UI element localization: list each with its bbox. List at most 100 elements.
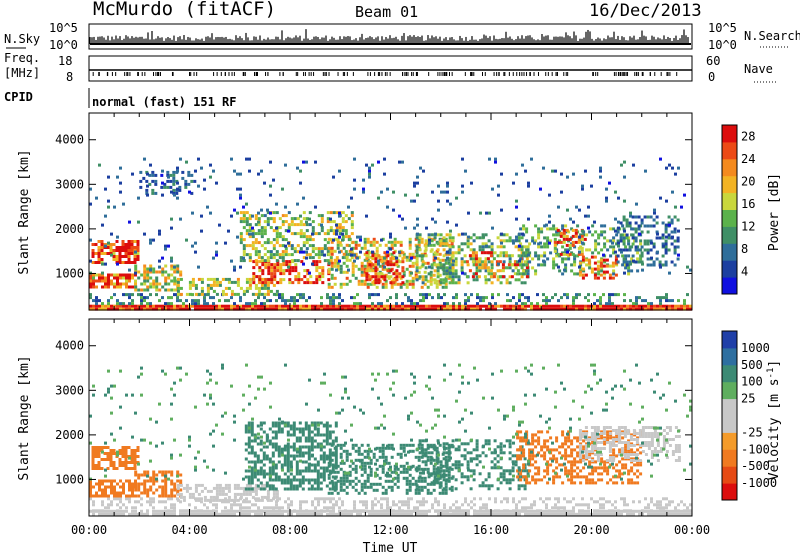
heatmap-cell	[404, 509, 407, 513]
heatmap-cell	[283, 448, 287, 452]
heatmap-cell	[395, 260, 399, 264]
heatmap-cell	[622, 248, 626, 252]
heatmap-cell	[257, 172, 260, 176]
heatmap-cell	[161, 193, 164, 197]
heatmap-cell	[552, 227, 556, 231]
heatmap-cell	[170, 296, 173, 300]
heatmap-cell	[481, 248, 485, 252]
heatmap-cell	[173, 279, 177, 283]
heatmap-cell	[257, 211, 260, 215]
heatmap-cell	[247, 460, 251, 464]
heatmap-cell	[327, 282, 331, 286]
heatmap-cell	[602, 276, 606, 280]
heatmap-cell	[664, 245, 668, 249]
heatmap-cell	[279, 269, 283, 273]
heatmap-cell	[508, 266, 512, 270]
heatmap-cell	[270, 272, 274, 276]
heatmap-cell	[113, 293, 116, 297]
heatmap-cell	[113, 285, 116, 289]
heatmap-cell	[291, 269, 295, 273]
heatmap-cell	[608, 302, 611, 306]
heatmap-cell	[608, 304, 611, 308]
heatmap-cell	[286, 460, 290, 464]
heatmap-cell	[546, 257, 550, 261]
heatmap-cell	[318, 266, 322, 270]
heatmap-cell	[136, 461, 140, 464]
heatmap-cell	[635, 302, 638, 306]
heatmap-cell	[662, 244, 665, 248]
heatmap-cell	[612, 236, 616, 240]
heatmap-cell	[244, 457, 248, 461]
heatmap-cell	[224, 307, 227, 311]
heatmap-cell	[536, 293, 539, 297]
heatmap-cell	[110, 479, 113, 483]
heatmap-cell	[200, 286, 204, 290]
heatmap-cell	[272, 292, 276, 296]
heatmap-cell	[420, 237, 424, 241]
heatmap-cell	[667, 221, 671, 225]
heatmap-cell	[362, 187, 365, 191]
heatmap-cell	[659, 265, 662, 269]
heatmap-cell	[326, 293, 329, 297]
heatmap-cell	[665, 503, 668, 507]
heatmap-cell	[348, 279, 352, 283]
heatmap-cell	[623, 304, 626, 308]
heatmap-cell	[416, 175, 419, 179]
heatmap-cell	[274, 475, 278, 479]
heatmap-cell	[95, 491, 98, 495]
heatmap-cell	[182, 512, 185, 516]
heatmap-cell	[671, 307, 674, 311]
heatmap-cell	[341, 226, 345, 230]
heatmap-cell	[405, 282, 409, 286]
y-tick-label: 2000	[55, 222, 84, 236]
heatmap-cell	[653, 304, 656, 308]
heatmap-cell	[327, 278, 331, 282]
heatmap-cell	[206, 512, 209, 516]
heatmap-cell	[146, 479, 150, 483]
heatmap-cell	[389, 232, 392, 236]
heatmap-cell	[399, 285, 403, 289]
heatmap-cell	[179, 512, 182, 516]
heatmap-cell	[632, 304, 635, 308]
heatmap-cell	[365, 509, 368, 513]
heatmap-cell	[125, 307, 128, 311]
heatmap-cell	[292, 424, 296, 428]
heatmap-cell	[245, 217, 249, 221]
heatmap-cell	[266, 292, 270, 296]
heatmap-cell	[381, 285, 385, 289]
heatmap-cell	[106, 446, 110, 449]
colorbar-segment	[722, 226, 737, 244]
heatmap-cell	[615, 233, 619, 237]
heatmap-cell	[366, 261, 370, 265]
heatmap-cell	[248, 512, 251, 516]
heatmap-cell	[274, 448, 278, 452]
heatmap-cell	[158, 509, 161, 513]
heatmap-cell	[233, 208, 236, 212]
heatmap-cell	[91, 255, 95, 258]
heatmap-cell	[517, 254, 521, 258]
heatmap-cell	[151, 173, 155, 177]
heatmap-cell	[530, 506, 533, 510]
heatmap-cell	[254, 217, 258, 221]
heatmap-cell	[182, 486, 186, 490]
heatmap-cell	[413, 302, 416, 306]
heatmap-cell	[275, 492, 279, 496]
heatmap-cell	[629, 214, 632, 218]
heatmap-cell	[283, 478, 287, 482]
heatmap-cell	[486, 251, 490, 255]
heatmap-cell	[477, 266, 481, 270]
heatmap-cell	[608, 509, 611, 513]
heatmap-cell	[266, 241, 270, 245]
heatmap-cell	[646, 251, 650, 255]
heatmap-cell	[469, 257, 473, 261]
heatmap-cell	[433, 269, 437, 273]
heatmap-cell	[91, 467, 95, 470]
heatmap-cell	[686, 304, 689, 308]
heatmap-cell	[640, 230, 644, 234]
heatmap-cell	[359, 250, 362, 254]
heatmap-cell	[596, 512, 599, 516]
heatmap-cell	[91, 243, 95, 246]
heatmap-cell	[281, 509, 284, 513]
heatmap-cell	[392, 257, 396, 261]
heatmap-cell	[335, 223, 338, 227]
